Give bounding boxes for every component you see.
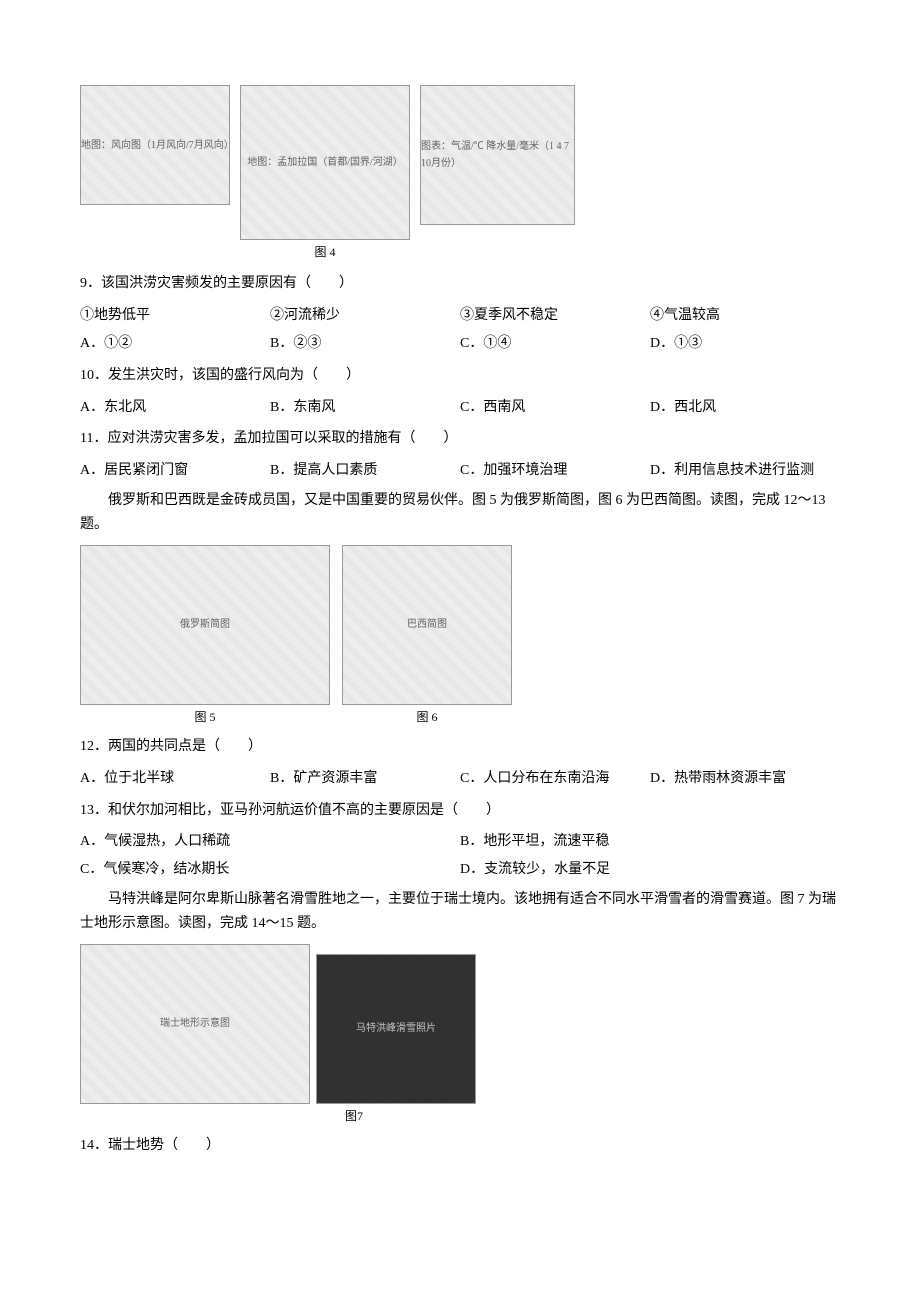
figure-6-label: 图 6 <box>416 707 437 727</box>
question-12-options: A．位于北半球 B．矿产资源丰富 C．人口分布在东南沿海 D．热带雨林资源丰富 <box>80 767 840 791</box>
figure-5-label: 图 5 <box>194 707 215 727</box>
figure-placeholder-text: 俄罗斯简图 <box>180 616 230 633</box>
q9-option-c: C．①④ <box>460 332 650 356</box>
figure-4-climate-chart: 图表：气温/℃ 降水量/毫米（1 4 7 10月份） <box>420 85 575 225</box>
question-13: 13．和伏尔加河相比，亚马孙河航运价值不高的主要原因是（ ） <box>80 799 840 823</box>
question-9-stem: 9．该国洪涝灾害频发的主要原因有（ ） <box>80 272 840 296</box>
q9-item-2: ②河流稀少 <box>270 304 460 328</box>
passage-14-15: 马特洪峰是阿尔卑斯山脉著名滑雪胜地之一，主要位于瑞士境内。该地拥有适合不同水平滑… <box>80 888 840 936</box>
figure-placeholder-text: 图表：气温/℃ 降水量/毫米（1 4 7 10月份） <box>421 138 574 172</box>
q9-option-d: D．①③ <box>650 332 840 356</box>
q10-option-d: D．西北风 <box>650 396 840 420</box>
figure-7-row: 瑞士地形示意图 马特洪峰滑雪照片 图7 <box>80 944 840 1126</box>
figure-4-label: 图 4 <box>314 242 335 262</box>
question-13-options-2: C．气候寒冷，结冰期长 D．支流较少，水量不足 <box>80 858 840 882</box>
q9-option-b: B．②③ <box>270 332 460 356</box>
q11-option-c: C．加强环境治理 <box>460 459 650 483</box>
figure-4-country-map: 地图：孟加拉国（首都/国界/河湖） <box>240 85 410 240</box>
question-10: 10．发生洪灾时，该国的盛行风向为（ ） <box>80 364 840 388</box>
q12-option-b: B．矿产资源丰富 <box>270 767 460 791</box>
q13-option-c: C．气候寒冷，结冰期长 <box>80 858 460 882</box>
passage-12-13: 俄罗斯和巴西既是金砖成员国，又是中国重要的贸易伙伴。图 5 为俄罗斯简图，图 6… <box>80 489 840 537</box>
question-13-options-1: A．气候湿热，人口稀疏 B．地形平坦，流速平稳 <box>80 830 840 854</box>
question-14-stem: 14．瑞士地势（ ） <box>80 1134 840 1158</box>
q13-option-d: D．支流较少，水量不足 <box>460 858 840 882</box>
figure-placeholder-text: 马特洪峰滑雪照片 <box>356 1020 436 1037</box>
figure-6-brazil-map: 巴西简图 <box>342 545 512 705</box>
figure-7-ski-photo: 马特洪峰滑雪照片 <box>316 954 476 1104</box>
q12-option-d: D．热带雨林资源丰富 <box>650 767 840 791</box>
question-14: 14．瑞士地势（ ） <box>80 1134 840 1158</box>
figure-4-part1-col: 地图：风向图（1月风向/7月风向） <box>80 85 230 205</box>
q10-option-a: A．东北风 <box>80 396 270 420</box>
q9-option-a: A．①② <box>80 332 270 356</box>
q12-option-c: C．人口分布在东南沿海 <box>460 767 650 791</box>
q9-item-4: ④气温较高 <box>650 304 840 328</box>
figure-placeholder-text: 地图：孟加拉国（首都/国界/河湖） <box>247 154 403 171</box>
question-9-items: ①地势低平 ②河流稀少 ③夏季风不稳定 ④气温较高 <box>80 304 840 328</box>
figure-7-label: 图7 <box>163 1106 393 1126</box>
question-11-stem: 11．应对洪涝灾害多发，孟加拉国可以采取的措施有（ ） <box>80 427 840 451</box>
question-9-options: A．①② B．②③ C．①④ D．①③ <box>80 332 840 356</box>
figure-4-row: 地图：风向图（1月风向/7月风向） 地图：孟加拉国（首都/国界/河湖） 图 4 … <box>80 85 840 262</box>
q10-option-b: B．东南风 <box>270 396 460 420</box>
question-9: 9．该国洪涝灾害频发的主要原因有（ ） <box>80 272 840 296</box>
q10-option-c: C．西南风 <box>460 396 650 420</box>
figure-4-part2-col: 地图：孟加拉国（首都/国界/河湖） 图 4 <box>240 85 410 262</box>
q13-option-b: B．地形平坦，流速平稳 <box>460 830 840 854</box>
figure-7-swiss-map: 瑞士地形示意图 <box>80 944 310 1104</box>
question-13-stem: 13．和伏尔加河相比，亚马孙河航运价值不高的主要原因是（ ） <box>80 799 840 823</box>
q11-option-b: B．提高人口素质 <box>270 459 460 483</box>
question-12: 12．两国的共同点是（ ） <box>80 735 840 759</box>
figure-placeholder-text: 瑞士地形示意图 <box>160 1015 230 1032</box>
question-11-options: A．居民紧闭门窗 B．提高人口素质 C．加强环境治理 D．利用信息技术进行监测 <box>80 459 840 483</box>
figure-placeholder-text: 巴西简图 <box>407 616 447 633</box>
figure-4-wind-map: 地图：风向图（1月风向/7月风向） <box>80 85 230 205</box>
question-10-options: A．东北风 B．东南风 C．西南风 D．西北风 <box>80 396 840 420</box>
q11-option-d: D．利用信息技术进行监测 <box>650 459 840 483</box>
figure-placeholder-text: 地图：风向图（1月风向/7月风向） <box>81 137 229 154</box>
figure-4-part3-col: 图表：气温/℃ 降水量/毫米（1 4 7 10月份） <box>420 85 575 225</box>
figure-6-col: 巴西简图 图 6 <box>342 545 512 727</box>
figure-5-russia-map: 俄罗斯简图 <box>80 545 330 705</box>
question-11: 11．应对洪涝灾害多发，孟加拉国可以采取的措施有（ ） <box>80 427 840 451</box>
q12-option-a: A．位于北半球 <box>80 767 270 791</box>
figure-5-col: 俄罗斯简图 图 5 <box>80 545 330 727</box>
q9-item-1: ①地势低平 <box>80 304 270 328</box>
figure-7-col: 瑞士地形示意图 马特洪峰滑雪照片 图7 <box>80 944 476 1126</box>
question-12-stem: 12．两国的共同点是（ ） <box>80 735 840 759</box>
q9-item-3: ③夏季风不稳定 <box>460 304 650 328</box>
q11-option-a: A．居民紧闭门窗 <box>80 459 270 483</box>
question-10-stem: 10．发生洪灾时，该国的盛行风向为（ ） <box>80 364 840 388</box>
q13-option-a: A．气候湿热，人口稀疏 <box>80 830 460 854</box>
figure-5-6-row: 俄罗斯简图 图 5 巴西简图 图 6 <box>80 545 840 727</box>
